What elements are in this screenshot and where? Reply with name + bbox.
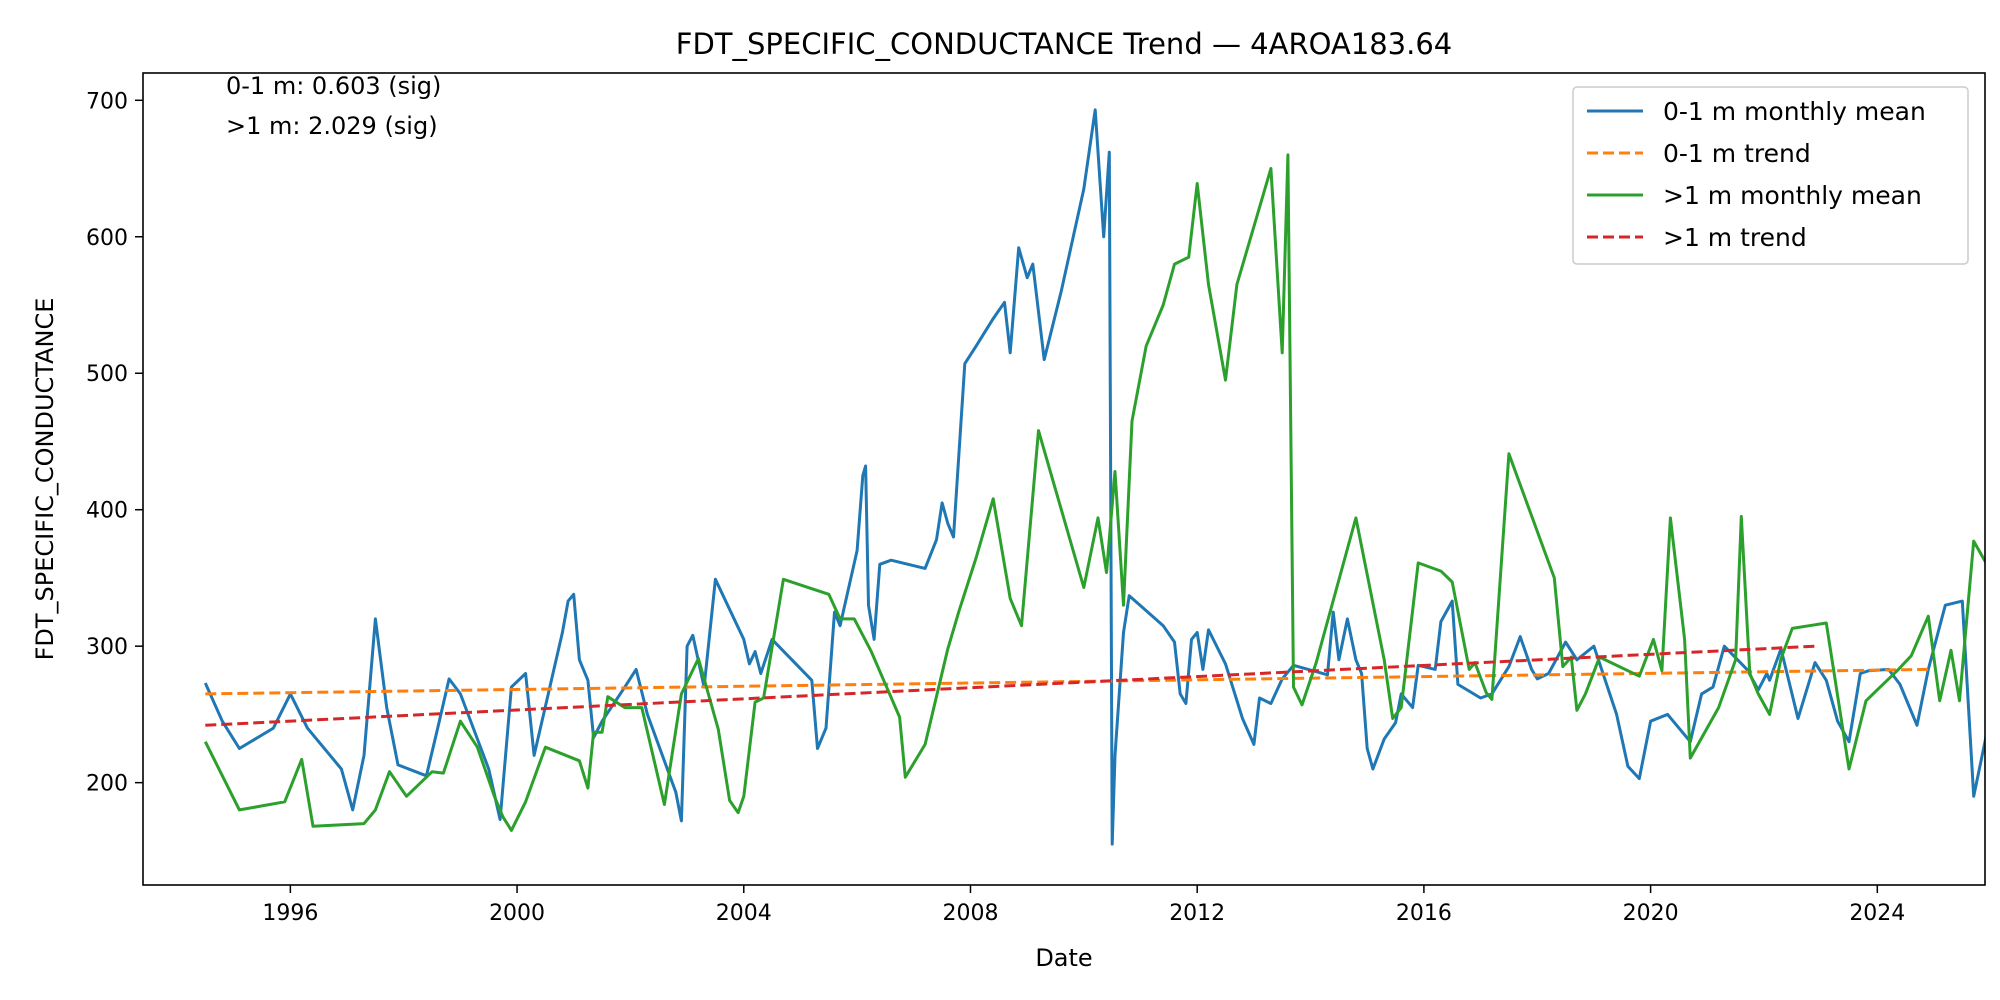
x-tick-label: 2008 [942, 901, 998, 926]
y-tick-label: 200 [86, 772, 128, 797]
legend-label-0-1-m-trend: 0-1 m trend [1663, 139, 1811, 168]
series-line-0-1-m-monthly-mean [203, 108, 1985, 846]
x-tick-label: 2004 [716, 901, 772, 926]
legend-label-gt1-m-trend: >1 m trend [1663, 223, 1807, 252]
legend-box [1572, 86, 1969, 265]
y-tick-label: 400 [86, 499, 128, 524]
legend-label-gt1-m-monthly-mean: >1 m monthly mean [1663, 181, 1922, 210]
legend-label-0-1-m-monthly-mean: 0-1 m monthly mean [1663, 97, 1926, 126]
y-axis-label: FDT_SPECIFIC_CONDUCTANCE [31, 298, 59, 661]
plot-frame [142, 72, 1986, 886]
x-tick-label: 1996 [262, 901, 318, 926]
x-axis: 1996 2000 2004 2008 2012 2016 2020 2024 [262, 885, 1905, 926]
x-tick-label: 2000 [489, 901, 545, 926]
trend-annotation: >1 m: 2.029 (sig) [226, 112, 438, 140]
y-axis: 200 300 400 500 600 700 [86, 89, 143, 797]
y-tick-label: 300 [86, 635, 128, 660]
y-tick-label: 500 [86, 362, 128, 387]
x-tick-label: 2016 [1396, 901, 1452, 926]
x-tick-label: 2020 [1623, 901, 1679, 926]
chart-title: FDT_SPECIFIC_CONDUCTANCE Trend — 4AROA18… [676, 27, 1452, 61]
legend: 0-1 m monthly mean 0-1 m trend >1 m monthl… [1572, 86, 1969, 265]
series-line-gt1-m-trend [205, 644, 1816, 727]
y-tick-label: 600 [86, 226, 128, 251]
x-tick-label: 2012 [1169, 901, 1225, 926]
x-tick-label: 2024 [1849, 901, 1905, 926]
y-tick-label: 700 [86, 89, 128, 114]
trend-annotation: 0-1 m: 0.603 (sig) [226, 72, 441, 100]
annotations: 0-1 m: 0.603 (sig) >1 m: 2.029 (sig) [226, 72, 441, 140]
series-layer [203, 108, 1985, 846]
series-line-gt1-m-monthly-mean [203, 153, 1985, 832]
x-axis-label: Date [1035, 944, 1092, 972]
